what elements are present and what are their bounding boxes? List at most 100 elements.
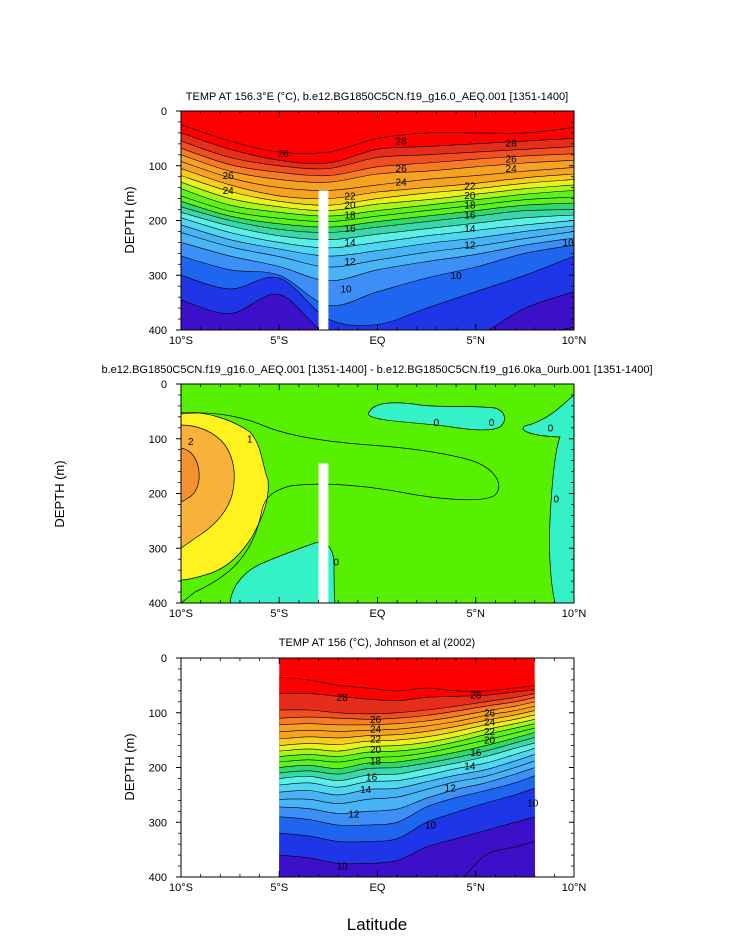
isotherm-line-26 (181, 140, 574, 170)
contour-label: 0 (333, 557, 339, 568)
isotherm-line-14 (279, 748, 535, 788)
contour-label: 0 (489, 418, 495, 429)
isotherm-fill-8 (181, 291, 574, 330)
contour-label: 12 (445, 783, 457, 794)
panel-3-plot-area (279, 658, 535, 877)
isotherm-line-22 (181, 168, 574, 200)
contour-label: 20 (370, 745, 382, 756)
diff-contour-3-region (181, 447, 200, 503)
x-tick-label: 10°S (169, 335, 193, 347)
panel-3-axes: 10°S 5°S EQ 5°N 10°N 0 100 200 300 400 (149, 653, 587, 894)
panel-model-temperature: TEMP AT 156.3°E (°C), b.e12.BG1850C5CN.f… (122, 91, 587, 347)
y-tick-label: 200 (149, 489, 167, 501)
contour-label: 22 (344, 191, 356, 202)
contour-label: 12 (348, 810, 360, 821)
panel-1-plot-area (181, 111, 574, 330)
isotherm-line-18 (181, 195, 574, 222)
isotherm-line-15 (181, 212, 574, 241)
contour-label: 16 (366, 772, 378, 783)
contour-label: 10 (451, 271, 463, 282)
panel-1-axes: 10°S 5°S EQ 5°N 10°N 0 100 200 300 400 (149, 106, 587, 347)
isotherm-line-10 (181, 244, 574, 307)
contour-label: 28 (470, 691, 482, 702)
y-tick-label: 200 (149, 763, 167, 775)
panel-3-title: TEMP AT 156 (°C), Johnson et al (2002) (279, 637, 475, 649)
isotherm-line-25 (279, 697, 535, 720)
isotherm-line-18 (279, 727, 535, 763)
contour-label: 0 (548, 423, 554, 434)
isotherm-line-21 (279, 714, 535, 746)
y-tick-label: 300 (149, 270, 167, 282)
isotherm-line-15 (279, 742, 535, 781)
contour-label: 18 (464, 201, 476, 212)
contour-label: 14 (464, 224, 476, 235)
isotherm-line-27 (279, 689, 535, 702)
y-tick-label: 400 (149, 872, 167, 884)
contour-label: 14 (360, 785, 372, 796)
panel-2-title: b.e12.BG1850C5CN.f19_g16.0_AEQ.001 [1351… (101, 364, 652, 376)
y-tick-label: 300 (149, 817, 167, 829)
y-tick-label: 400 (149, 325, 167, 337)
x-tick-label: EQ (370, 882, 386, 894)
isotherm-line-16 (279, 737, 535, 775)
panel-2-plot-area (181, 384, 574, 603)
contour-label: 18 (370, 756, 382, 767)
isotherm-line-8 (181, 291, 574, 330)
isotherm-line-11 (279, 767, 535, 814)
isotherm-line-24 (279, 701, 535, 726)
x-tick-label: 5°S (270, 608, 288, 620)
isotherm-line-20 (181, 181, 574, 211)
isotherm-line-17 (279, 732, 535, 769)
x-tick-label: 10°S (169, 882, 193, 894)
contour-label: 10 (337, 862, 349, 873)
isotherm-line-12 (279, 760, 535, 804)
isotherm-line-11 (181, 237, 574, 282)
y-tick-label: 0 (161, 653, 167, 665)
panel-2-missing-data-mask (318, 463, 329, 603)
contour-label: 16 (344, 224, 356, 235)
contour-label: 22 (370, 735, 382, 746)
isotherm-line-25 (181, 147, 574, 177)
contour-label: 20 (464, 191, 476, 202)
contour-label: 24 (484, 718, 496, 729)
isotherm-line-17 (181, 201, 574, 228)
isotherm-line-28 (181, 124, 574, 154)
x-tick-label: EQ (370, 608, 386, 620)
isotherm-line-13 (279, 754, 535, 796)
isotherm-line-20 (279, 719, 535, 752)
contour-label: 10 (425, 820, 437, 831)
contour-label: 14 (464, 761, 476, 772)
isotherm-line-13 (181, 224, 574, 257)
diff-negative-region-east (522, 394, 574, 603)
isotherm-line-7 (463, 841, 535, 877)
contour-label: 20 (484, 736, 496, 747)
y-tick-label: 0 (161, 379, 167, 391)
isotherm-fill-7 (463, 841, 535, 877)
contour-label: 24 (370, 725, 382, 736)
x-tick-label: 10°N (562, 882, 587, 894)
panel-1-title: TEMP AT 156.3°E (°C), b.e12.BG1850C5CN.f… (186, 91, 568, 103)
contour-label: 24 (396, 178, 408, 189)
isotherm-line-10 (279, 775, 535, 826)
isotherm-line-8 (279, 816, 535, 865)
y-tick-label: 100 (149, 434, 167, 446)
contour-label: 26 (278, 149, 290, 160)
contour-label: 24 (506, 164, 518, 175)
x-tick-label: 10°S (169, 608, 193, 620)
contour-label: 10 (527, 799, 539, 810)
panel-2-contour-labels: 2 1 0 0 0 0 0 (188, 418, 559, 569)
isotherm-line-16 (181, 206, 574, 233)
isotherm-line-22 (279, 710, 535, 740)
y-tick-label: 200 (149, 216, 167, 228)
contour-label: 28 (396, 137, 408, 148)
panel-1-missing-data-mask (318, 190, 329, 330)
panel-difference: b.e12.BG1850C5CN.f19_g16.0_AEQ.001 [1351… (101, 364, 652, 620)
isotherm-line-9 (279, 788, 535, 843)
panel-3-ylabel: DEPTH (m) (122, 733, 137, 800)
isotherm-line-26 (279, 693, 535, 715)
isotherm-line-27 (181, 132, 574, 164)
x-tick-label: EQ (370, 335, 386, 347)
isotherm-line-23 (279, 705, 535, 733)
contour-label: 14 (344, 238, 356, 249)
